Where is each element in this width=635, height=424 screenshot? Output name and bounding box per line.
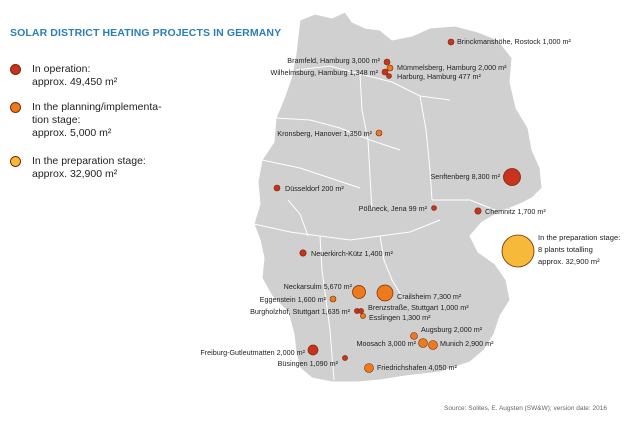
label-neuerkirch: Neuerkirch-Kütz 1,400 m² (311, 249, 394, 258)
label-augsburg: Augsburg 2,000 m² (421, 325, 483, 334)
label-harburg: Harburg, Hamburg 477 m² (397, 72, 482, 81)
legend-operation-text: In operation: approx. 49,450 m² (32, 63, 118, 88)
label-munich: Munich 2,900 m² (440, 339, 494, 348)
source-note: Source: Solites, E. Augsten (SW&W); vers… (444, 405, 607, 412)
marker-neckarsulm (352, 285, 366, 299)
label-freiburg: Freiburg-Gutleutmatten 2,000 m² (200, 348, 305, 357)
project-markers: Brinckmanshöhe, Rostock 1,000 m² Bramfel… (200, 37, 622, 373)
marker-buesingen (342, 355, 348, 361)
label-chemnitz: Chemnitz 1,700 m² (485, 207, 546, 216)
label-burgholzhof: Burgholzhof, Stuttgart 1,635 m² (250, 307, 351, 316)
marker-munich (428, 340, 438, 350)
state-borders (253, 65, 501, 381)
marker-muemmelsberg (386, 64, 394, 72)
label-brenzstrasse: Brenzstraße, Stuttgart 1,000 m² (368, 303, 469, 312)
label-buesingen: Büsingen 1,090 m² (278, 359, 339, 368)
marker-duesseldorf (273, 184, 281, 192)
marker-crailsheim (376, 284, 394, 302)
label-bramfeld: Bramfeld, Hamburg 3,000 m² (287, 56, 380, 65)
label-preparation: In the preparation stage: 8 plants total… (538, 233, 622, 266)
legend-preparation-dot (10, 156, 21, 167)
marker-neuerkirch (299, 249, 307, 257)
germany-outline (253, 11, 543, 383)
marker-freiburg (307, 344, 319, 356)
map-title: SOLAR DISTRICT HEATING PROJECTS IN GERMA… (10, 27, 282, 39)
marker-moosach (418, 338, 428, 348)
label-friedrichshafen: Friedrichshafen 4,050 m² (377, 363, 458, 372)
marker-rostock (447, 38, 455, 46)
marker-bramfeld (383, 58, 391, 66)
marker-poessneck (431, 205, 437, 211)
marker-harburg (386, 73, 392, 79)
label-wilhelmsburg: Wilhelmsburg, Hamburg 1,348 m² (271, 68, 379, 77)
label-neckarsulm: Neckarsulm 5,670 m² (284, 282, 353, 291)
legend-operation-dot (10, 64, 21, 75)
marker-eggenstein (329, 295, 337, 303)
legend-planning-dot (10, 102, 21, 113)
marker-kronsberg (375, 129, 383, 137)
marker-friedrichshafen (364, 363, 374, 373)
label-senftenberg: Senftenberg 8,300 m² (430, 172, 500, 181)
marker-preparation (501, 234, 535, 268)
marker-chemnitz (474, 207, 482, 215)
marker-augsburg (410, 332, 418, 340)
label-esslingen: Esslingen 1,300 m² (369, 313, 431, 322)
marker-esslingen (360, 313, 366, 319)
legend-planning-text: In the planning/implementa- tion stage: … (32, 101, 162, 139)
label-duesseldorf: Düsseldorf 200 m² (285, 184, 344, 193)
label-kronsberg: Kronsberg, Hanover 1,350 m² (277, 129, 372, 138)
marker-brenzstrasse (358, 308, 364, 314)
label-moosach: Moosach 3,000 m² (356, 339, 416, 348)
marker-wilhelmsburg (381, 68, 389, 76)
label-eggenstein: Eggenstein 1,600 m² (260, 295, 327, 304)
label-muemmelsberg: Mümmelsberg, Hamburg 2,000 m² (397, 63, 507, 72)
label-rostock: Brinckmanshöhe, Rostock 1,000 m² (457, 37, 571, 46)
legend-preparation-text: In the preparation stage: approx. 32,900… (32, 155, 146, 180)
marker-senftenberg (503, 168, 521, 186)
label-poessneck: Pößneck, Jena 99 m² (359, 204, 428, 213)
label-crailsheim: Crailsheim 7,300 m² (397, 292, 462, 301)
